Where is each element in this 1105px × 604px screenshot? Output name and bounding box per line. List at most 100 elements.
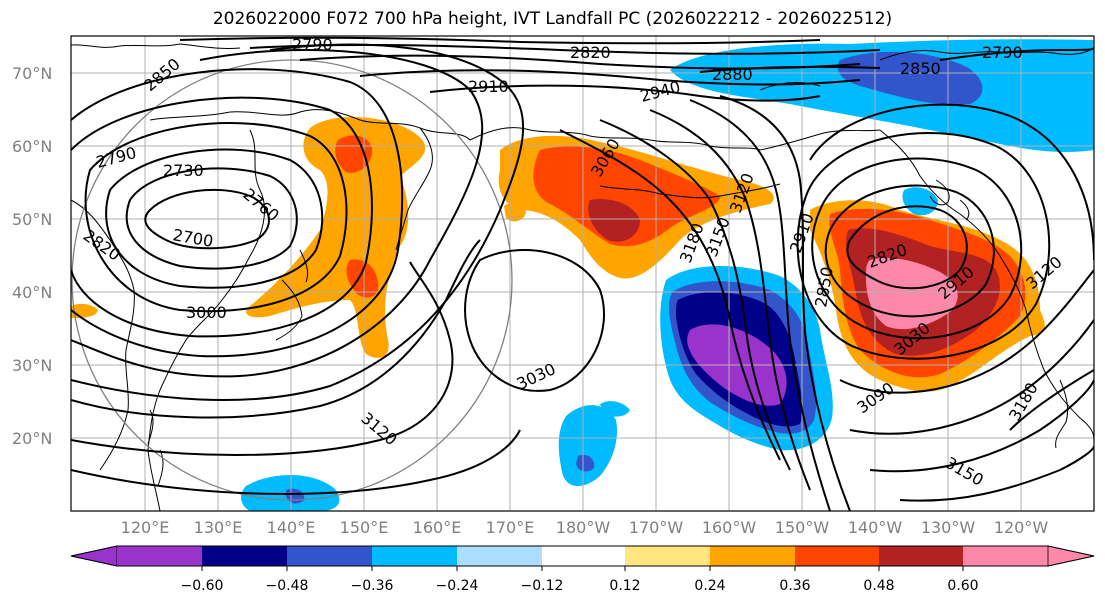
colorbar: −0.60 −0.48 −0.36 −0.24 −0.12 0.12 0.24 … (70, 545, 1095, 594)
contour-label: 2910 (468, 77, 509, 96)
coast-bc-islands (929, 179, 970, 221)
ivt-shade-central-darkred (588, 198, 640, 242)
colorbar-tick-label: 0.36 (779, 578, 810, 594)
contour-3060 (71, 261, 454, 456)
contour-2730 (125, 167, 298, 270)
contour-2820-west (71, 96, 373, 338)
contour-label: 3000 (186, 303, 227, 322)
ivt-shade-small-cyan2 (600, 401, 630, 417)
contour-3090-ridge (599, 119, 791, 471)
coast-alaska (469, 127, 881, 151)
colorbar-segment (457, 546, 542, 566)
contour-2790 (84, 122, 348, 313)
latitude-labels: 70°N 60°N 50°N 40°N 30°N 20°N (12, 64, 52, 448)
colorbar-extend-min (70, 545, 118, 567)
colorbar-tick-label: 0.24 (694, 578, 725, 594)
contour-2910-east (796, 132, 1051, 360)
contour-2700 (144, 188, 270, 250)
contour-2880 (71, 49, 484, 378)
contour-3000 (71, 239, 481, 419)
colorbar-tick-label: −0.48 (266, 578, 309, 594)
lon-label: 140°E (267, 518, 316, 537)
lon-label: 160°W (702, 518, 757, 537)
coast-japan (275, 249, 309, 341)
contour-3030 (464, 249, 605, 392)
coast-asia-north (71, 43, 471, 141)
coast-aleutians (599, 183, 781, 199)
colorbar-tick-label: 0.60 (947, 578, 978, 594)
colorbar-tick-label: 0.12 (609, 578, 640, 594)
colorbar-outline (70, 545, 1095, 567)
ivt-shade-central-red (533, 146, 720, 247)
colorbar-extend-max (1047, 545, 1095, 567)
contour-2940 (429, 84, 821, 102)
contour-2880-ne (699, 65, 881, 73)
lat-label: 40°N (12, 283, 52, 302)
colorbar-tick-label: −0.24 (436, 578, 479, 594)
lat-label: 30°N (12, 356, 52, 375)
ivt-shade-east-pink (866, 257, 958, 330)
contour-3120-west (71, 429, 521, 495)
lat-label: 60°N (12, 137, 52, 156)
lat-label: 20°N (12, 429, 52, 448)
colorbar-segment (795, 546, 879, 566)
lon-label: 120°W (994, 518, 1049, 537)
map-area: 2790 2820 2850 2910 2880 2940 2850 2790 … (70, 35, 1095, 512)
ivt-shade-hawaii-blue (576, 454, 595, 472)
ivt-shade-asia-red (335, 135, 373, 173)
colorbar-segment (372, 546, 457, 566)
contour-3150-east (899, 445, 1094, 502)
contour-3060-ridge (559, 129, 781, 461)
contour-3030-east (839, 269, 1094, 394)
colorbar-segment (710, 546, 795, 566)
contour-2880-east (811, 157, 1023, 340)
lon-label: 150°W (775, 518, 830, 537)
radius-circle (71, 59, 513, 501)
coastlines (71, 43, 1094, 511)
colorbar-tick-label: −0.36 (351, 578, 394, 594)
lon-label: 180°W (556, 518, 611, 537)
lon-label: 130°E (194, 518, 243, 537)
contour-label: 2880 (712, 65, 753, 84)
lon-label: 130°W (921, 518, 976, 537)
contour-label: 2790 (982, 43, 1023, 62)
colorbar-tick-label: 0.48 (863, 578, 894, 594)
lon-label: 140°W (848, 518, 903, 537)
colorbar-segment (963, 546, 1048, 566)
colorbar-segment (625, 546, 710, 566)
contour-3180-ridge (719, 95, 851, 511)
lon-label: 160°E (413, 518, 462, 537)
colorbar-tick-label: −0.60 (181, 578, 224, 594)
contour-label: 2820 (570, 43, 611, 62)
contour-label: 2790 (292, 35, 333, 54)
colorbar-segment (542, 546, 625, 566)
lat-label: 50°N (12, 210, 52, 229)
contour-label: 2730 (163, 161, 204, 180)
contour-2850-east (824, 184, 995, 318)
lon-label: 170°E (486, 518, 535, 537)
ivt-shade-north-blue (837, 51, 983, 105)
lon-label: 150°E (340, 518, 389, 537)
contour-3120-ridge (649, 109, 811, 491)
colorbar-tick-label: −0.12 (521, 578, 564, 594)
coast-baja (1055, 379, 1069, 449)
ivt-shade-asia-red2 (346, 259, 379, 298)
lon-label: 120°E (121, 518, 170, 537)
map-title: 2026022000 F072 700 hPa height, IVT Land… (212, 9, 893, 29)
contour-3150-ridge (689, 99, 831, 511)
contour-2820-east (846, 205, 968, 290)
coast-kamchatka (395, 127, 433, 251)
colorbar-segment (879, 546, 963, 566)
map-frame (70, 35, 1095, 512)
contour-2820-north (179, 36, 821, 45)
contour-2850-west (71, 68, 404, 358)
contour-3120-east (869, 379, 1094, 473)
contour-label: 2850 (900, 59, 941, 78)
contour-2790-east (939, 47, 1094, 61)
height-contours (71, 36, 1094, 511)
lon-label: 170°W (629, 518, 684, 537)
coast-north-america (879, 129, 1094, 441)
lat-label: 70°N (12, 64, 52, 83)
contour-2910-north (359, 69, 861, 86)
